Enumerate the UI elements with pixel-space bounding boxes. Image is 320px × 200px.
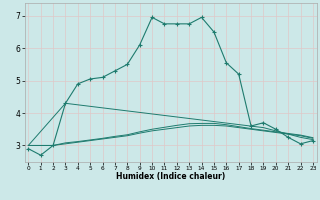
- X-axis label: Humidex (Indice chaleur): Humidex (Indice chaleur): [116, 172, 225, 181]
